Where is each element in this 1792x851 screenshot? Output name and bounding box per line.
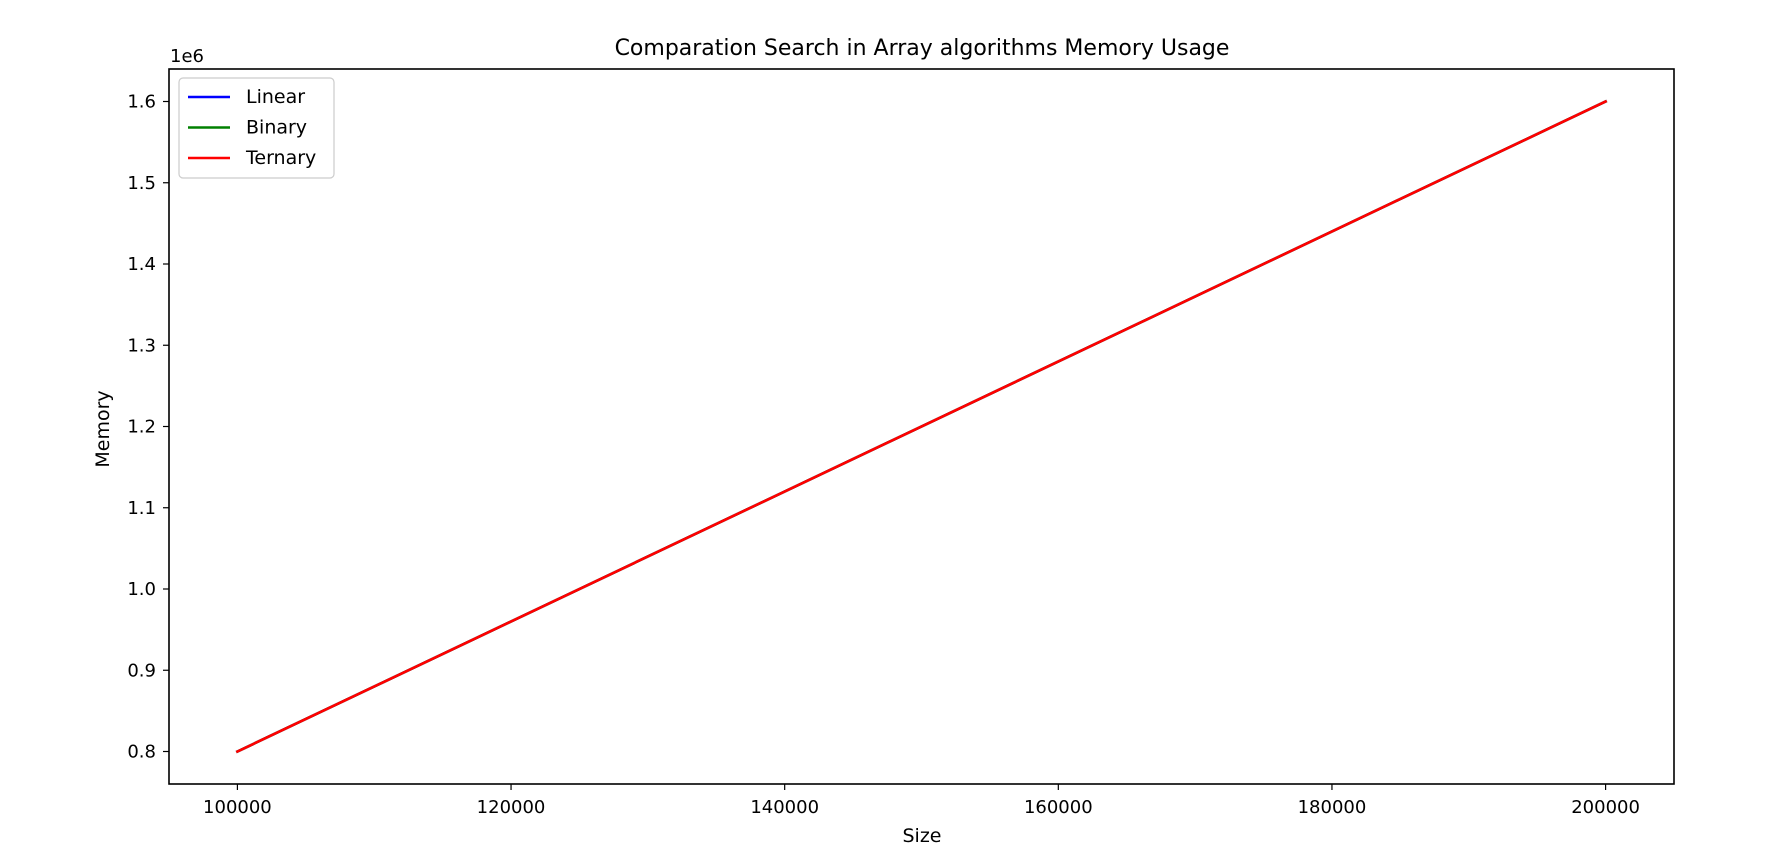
y-tick-label: 0.9 [127, 660, 156, 681]
plot-area-frame [168, 68, 1675, 785]
legend-box [178, 77, 335, 179]
y-axis-label: Memory [92, 390, 114, 467]
series-layer [235, 99, 1608, 754]
legend-label-linear: Linear [246, 86, 305, 108]
chart-title: Comparation Search in Array algorithms M… [615, 36, 1230, 61]
x-tick-label: 100000 [203, 797, 272, 818]
x-tick-label: 160000 [1024, 797, 1093, 818]
y-axis-offset-label: 1e6 [170, 46, 204, 67]
x-tick-label: 140000 [750, 797, 819, 818]
x-axis-label: Size [902, 825, 941, 847]
y-tick-label: 0.8 [127, 742, 156, 763]
y-tick-label: 1.4 [127, 254, 156, 275]
y-tick-label: 1.3 [127, 335, 156, 356]
y-tick-label: 1.6 [127, 92, 156, 113]
x-tick-label: 200000 [1571, 797, 1640, 818]
series-line-ternary [235, 99, 1608, 754]
x-tick-label: 180000 [1298, 797, 1367, 818]
x-tick-label: 120000 [477, 797, 546, 818]
axis-ticks: 100000 120000 140000 160000 180000 200000 0.8 0… [127, 92, 1640, 819]
y-tick-label: 1.0 [127, 579, 156, 600]
legend: Linear Binary Ternary [178, 77, 335, 179]
y-tick-label: 1.5 [127, 173, 156, 194]
legend-label-binary: Binary [246, 117, 307, 139]
legend-label-ternary: Ternary [245, 147, 316, 169]
y-tick-label: 1.2 [127, 417, 156, 438]
y-tick-label: 1.1 [127, 498, 156, 519]
